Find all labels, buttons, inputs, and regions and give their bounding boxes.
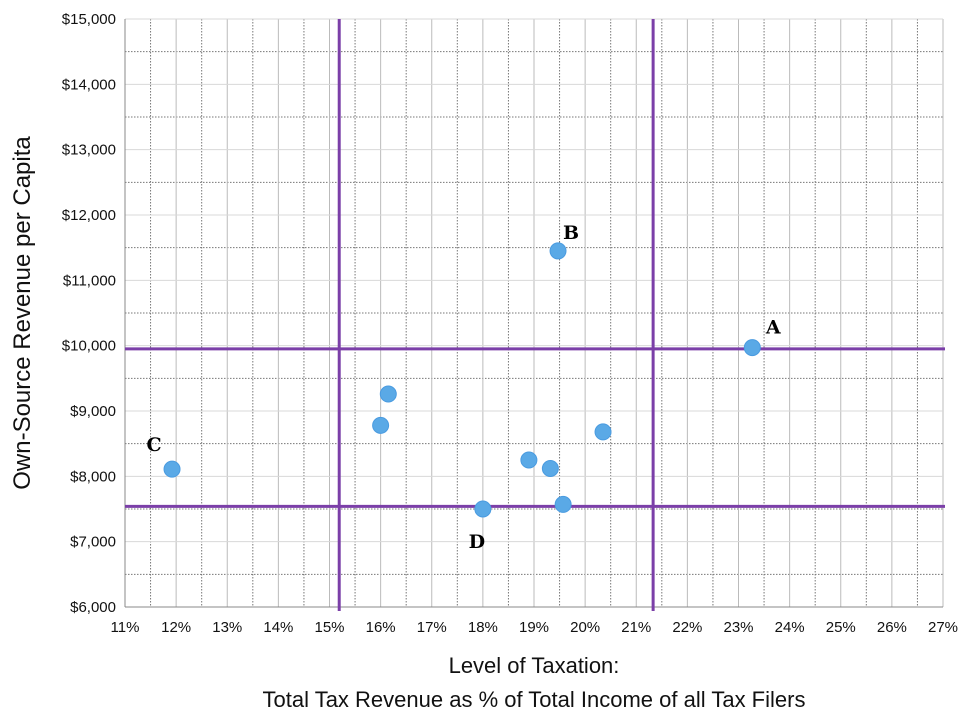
x-axis-label-line1: Level of Taxation: [449, 653, 620, 678]
data-point [372, 416, 390, 434]
x-tick-label: 27% [928, 619, 958, 636]
x-tick-label: 18% [468, 619, 498, 636]
x-tick-label: 17% [417, 619, 447, 636]
x-tick-label: 14% [263, 619, 293, 636]
data-point [549, 242, 567, 260]
y-tick-label: $9,000 [70, 403, 116, 420]
tick-labels: 11% 12% 13% 14% 15% 16% 17% 18% 19% 20% 21% 22% 23% 2… [62, 11, 958, 636]
data-point [163, 460, 181, 478]
data-point [554, 495, 572, 513]
x-tick-label: 26% [877, 619, 907, 636]
point-label: B [563, 222, 579, 244]
y-axis-label: Own-Source Revenue per Capita [9, 136, 36, 490]
x-axis-label-line2: Total Tax Revenue as % of Total Income o… [263, 687, 806, 712]
y-tick-label: $6,000 [70, 599, 116, 616]
x-tick-label: 21% [621, 619, 651, 636]
data-point [541, 459, 559, 477]
x-tick-label: 19% [519, 619, 549, 636]
y-tick-label: $7,000 [70, 534, 116, 551]
data-points: C D B A [146, 222, 780, 553]
data-point [520, 451, 538, 469]
y-tick-label: $8,000 [70, 468, 116, 485]
x-tick-label: 24% [775, 619, 805, 636]
y-tick-label: $11,000 [63, 272, 116, 289]
data-point [379, 385, 397, 403]
x-tick-label: 22% [672, 619, 702, 636]
point-label: A [765, 317, 781, 339]
x-tick-label: 13% [212, 619, 242, 636]
x-tick-label: 15% [314, 619, 344, 636]
point-label: D [469, 531, 485, 553]
y-tick-label: $12,000 [62, 207, 116, 224]
y-tick-label: $14,000 [62, 76, 116, 93]
y-tick-label: $15,000 [62, 11, 116, 28]
data-point [743, 339, 761, 357]
x-tick-label: 16% [366, 619, 396, 636]
reference-lines [125, 19, 945, 611]
x-tick-label: 12% [161, 619, 191, 636]
data-point [474, 500, 492, 518]
y-tick-label: $13,000 [62, 142, 116, 159]
x-tick-label: 20% [570, 619, 600, 636]
x-tick-label: 11% [111, 619, 140, 636]
y-tick-label: $10,000 [62, 338, 116, 355]
x-tick-label: 25% [826, 619, 856, 636]
point-label: C [146, 434, 161, 456]
grid [124, 18, 944, 608]
data-point [594, 423, 612, 441]
x-tick-label: 23% [723, 619, 753, 636]
